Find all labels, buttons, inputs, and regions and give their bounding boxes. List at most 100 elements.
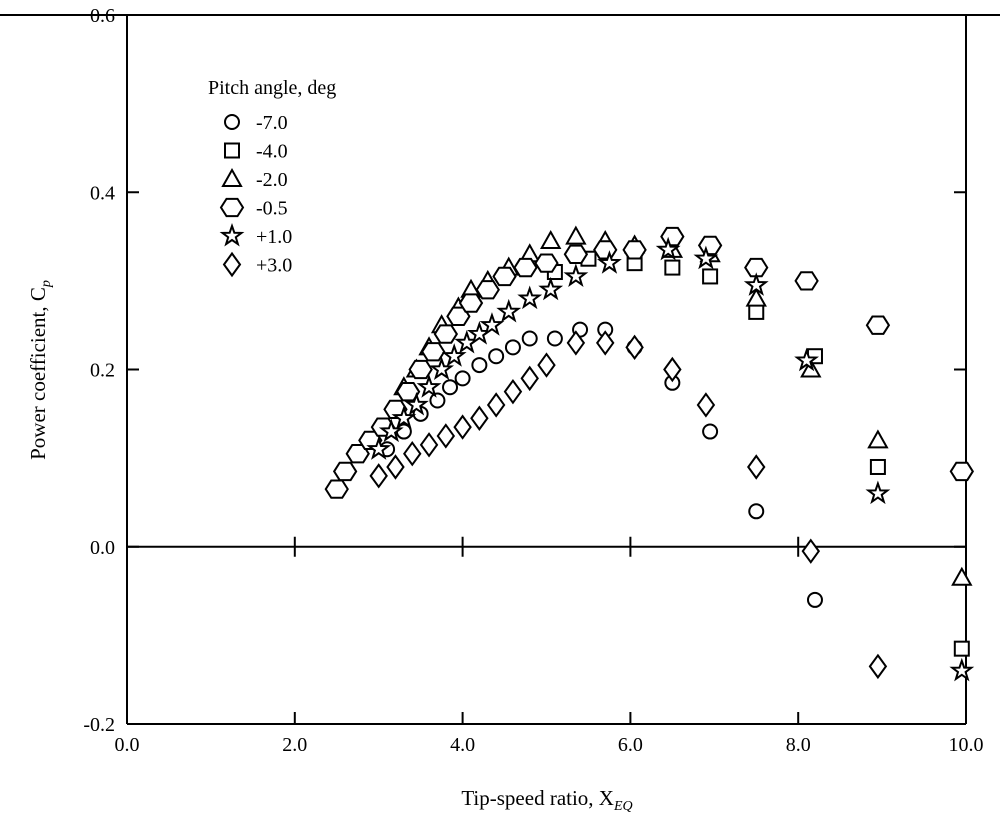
x-axis-title: Tip-speed ratio, XEQ bbox=[461, 786, 632, 814]
data-point-diamond bbox=[486, 392, 506, 418]
data-point-triangle bbox=[951, 566, 973, 586]
legend-label: +3.0 bbox=[256, 255, 292, 277]
data-point-square bbox=[748, 303, 765, 320]
data-point-diamond bbox=[595, 330, 615, 356]
data-point-star bbox=[865, 480, 891, 505]
series-diamond bbox=[369, 330, 888, 680]
data-point-hexagon bbox=[492, 266, 517, 287]
y-tick-label: 0.2 bbox=[90, 360, 115, 382]
data-point-circle bbox=[521, 330, 538, 347]
y-tick-label: 0.4 bbox=[90, 182, 115, 204]
data-point-diamond bbox=[696, 392, 716, 418]
data-point-diamond bbox=[801, 538, 821, 564]
data-point-diamond bbox=[566, 330, 586, 356]
y-tick-label: 0.0 bbox=[90, 537, 115, 559]
data-point-star bbox=[496, 298, 522, 323]
axes bbox=[0, 14, 1000, 725]
data-point-star bbox=[378, 418, 404, 443]
data-point-circle bbox=[488, 348, 505, 365]
legend: Pitch angle, deg -7.0 -4.0 -2.0 -0.5 +1.0 +3.… bbox=[208, 77, 336, 278]
data-point-diamond bbox=[520, 365, 539, 392]
series-square bbox=[546, 250, 970, 657]
data-point-circle bbox=[504, 339, 521, 356]
legend-label: -0.5 bbox=[256, 198, 288, 220]
data-point-diamond bbox=[747, 454, 766, 480]
tick-labels: -0.20.00.20.40.60.0 2.0 4.0 6.0 8.0 10.0 bbox=[83, 5, 983, 756]
data-point-circle bbox=[442, 379, 459, 396]
data-point-star bbox=[794, 347, 819, 372]
legend-label: +1.0 bbox=[256, 226, 292, 248]
data-point-diamond bbox=[663, 356, 682, 383]
data-point-triangle bbox=[867, 429, 889, 449]
data-point-hexagon bbox=[421, 342, 446, 362]
y-axis-title-subscript: p bbox=[39, 280, 54, 288]
legend-marker-hexagon bbox=[219, 197, 245, 218]
data-point-star bbox=[429, 356, 455, 381]
data-point-hexagon bbox=[563, 244, 589, 264]
data-point-hexagon bbox=[324, 479, 349, 499]
data-point-hexagon bbox=[744, 257, 769, 278]
data-point-triangle bbox=[745, 287, 767, 307]
data-point-diamond bbox=[386, 454, 405, 480]
data-point-hexagon bbox=[408, 359, 433, 380]
data-point-hexagon bbox=[949, 461, 974, 482]
series-hexagon bbox=[324, 226, 974, 499]
legend-label: -2.0 bbox=[256, 169, 288, 191]
data-point-hexagon bbox=[593, 240, 618, 260]
data-point-diamond bbox=[419, 432, 439, 458]
data-point-hexagon bbox=[332, 461, 358, 482]
legend-marker-diamond bbox=[222, 251, 242, 278]
data-point-circle bbox=[471, 357, 488, 374]
legend-marker-star bbox=[219, 222, 245, 247]
data-point-diamond bbox=[537, 352, 556, 378]
data-point-hexagon bbox=[534, 253, 559, 273]
y-tick-label: -0.2 bbox=[83, 714, 115, 736]
data-point-star bbox=[563, 263, 589, 287]
data-point-diamond bbox=[369, 463, 388, 489]
data-point-diamond bbox=[625, 334, 644, 361]
data-point-star bbox=[366, 436, 392, 460]
data-point-star bbox=[538, 276, 564, 301]
data-point-circle bbox=[748, 503, 765, 520]
data-point-hexagon bbox=[865, 315, 891, 335]
data-point-circle bbox=[702, 423, 719, 440]
data-point-triangle bbox=[565, 225, 587, 245]
legend-label: -7.0 bbox=[256, 112, 288, 134]
data-point-star bbox=[743, 272, 769, 296]
data-point-triangle bbox=[539, 229, 562, 249]
data-point-square bbox=[702, 268, 719, 285]
data-point-star bbox=[391, 405, 417, 429]
data-point-diamond bbox=[403, 440, 422, 467]
data-point-star bbox=[404, 391, 429, 416]
x-tick-label: 4.0 bbox=[450, 734, 475, 756]
data-point-star bbox=[693, 245, 719, 270]
data-point-circle bbox=[806, 591, 823, 608]
legend-marker-circle bbox=[224, 114, 240, 130]
data-point-diamond bbox=[436, 423, 456, 449]
data-point-diamond bbox=[453, 414, 472, 440]
data-point-diamond bbox=[503, 378, 523, 405]
data-point-diamond bbox=[868, 653, 888, 680]
x-axis-title-subscript: EQ bbox=[613, 799, 633, 814]
data-point-square bbox=[664, 259, 681, 276]
data-point-circle bbox=[454, 370, 471, 387]
data-point-star bbox=[949, 657, 975, 682]
data-point-star bbox=[441, 343, 467, 367]
data-point-hexagon bbox=[513, 257, 538, 278]
data-point-star bbox=[517, 285, 543, 310]
legend-title: Pitch angle, deg bbox=[208, 77, 336, 99]
x-tick-label: 0.0 bbox=[115, 734, 140, 756]
data-points bbox=[324, 225, 975, 682]
series-star bbox=[366, 236, 975, 682]
data-point-hexagon bbox=[794, 271, 819, 291]
legend-marker-triangle bbox=[221, 167, 243, 187]
data-point-diamond bbox=[470, 405, 489, 431]
data-point-circle bbox=[546, 330, 563, 347]
x-tick-label: 6.0 bbox=[618, 734, 643, 756]
data-point-hexagon bbox=[475, 280, 500, 300]
y-axis-title: Power coefficient, Cp bbox=[26, 280, 54, 460]
data-point-star bbox=[597, 250, 622, 274]
data-point-hexagon bbox=[622, 240, 647, 260]
data-point-square bbox=[869, 458, 886, 475]
